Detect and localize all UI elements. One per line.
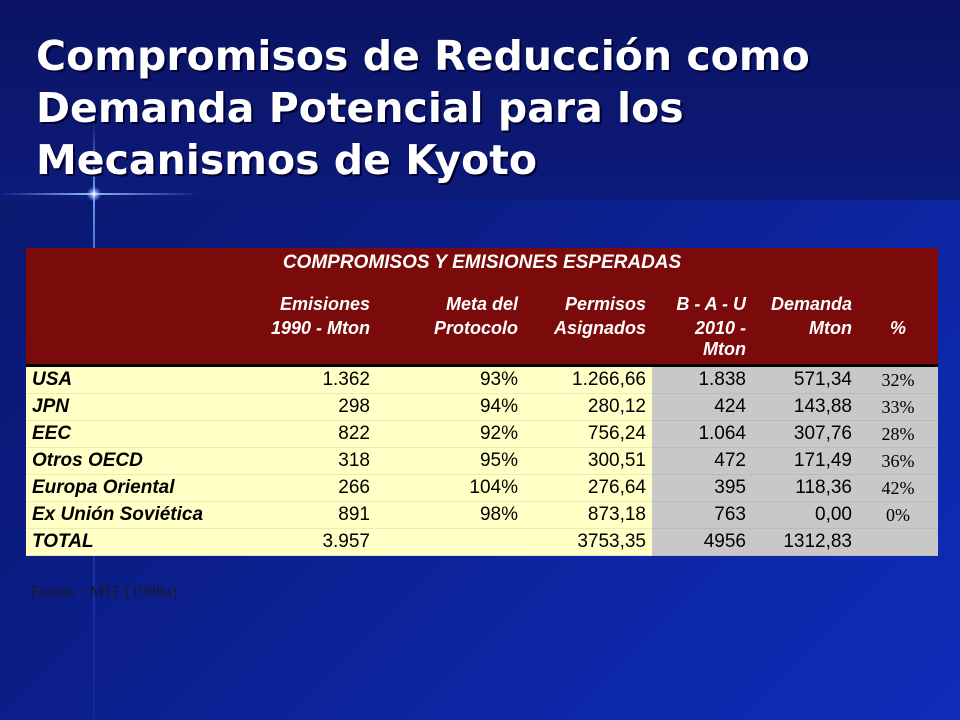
cell-permisos: 3753,35 bbox=[524, 528, 652, 556]
cell-demanda: 1312,83 bbox=[752, 528, 858, 556]
cell-permisos: 276,64 bbox=[524, 474, 652, 502]
row-name: JPN bbox=[26, 393, 234, 421]
source-note: Fuente : MIT (1998a) bbox=[30, 582, 178, 601]
cell-emisiones: 318 bbox=[234, 447, 376, 475]
cell-pct: 33% bbox=[858, 393, 939, 421]
title-line: Compromisos de Reducción como bbox=[36, 32, 810, 80]
table-caption-row: COMPROMISOS Y EMISIONES ESPERADAS bbox=[26, 248, 939, 294]
cell-meta: 104% bbox=[376, 474, 524, 502]
emissions-table: COMPROMISOS Y EMISIONES ESPERADAS Emisio… bbox=[26, 248, 939, 556]
header-meta: Meta del bbox=[376, 294, 524, 318]
cell-bau: 472 bbox=[652, 447, 752, 475]
cell-bau: 4956 bbox=[652, 528, 752, 556]
cell-emisiones: 3.957 bbox=[234, 528, 376, 556]
row-name: USA bbox=[26, 365, 234, 394]
table-row: USA 1.362 93% 1.266,66 1.838 571,34 32% bbox=[26, 365, 939, 394]
cell-meta: 93% bbox=[376, 365, 524, 394]
cell-pct: 32% bbox=[858, 365, 939, 394]
cell-pct: 0% bbox=[858, 501, 939, 529]
cell-emisiones: 298 bbox=[234, 393, 376, 421]
cell-demanda: 143,88 bbox=[752, 393, 858, 421]
table-row: Europa Oriental 266 104% 276,64 395 118,… bbox=[26, 474, 939, 502]
row-name: EEC bbox=[26, 420, 234, 448]
header-cell bbox=[858, 294, 939, 318]
header-meta-sub: Protocolo bbox=[376, 318, 524, 367]
row-name: Europa Oriental bbox=[26, 474, 234, 502]
cell-bau: 395 bbox=[652, 474, 752, 502]
table-caption: COMPROMISOS Y EMISIONES ESPERADAS bbox=[26, 248, 939, 294]
cell-demanda: 0,00 bbox=[752, 501, 858, 529]
cell-permisos: 756,24 bbox=[524, 420, 652, 448]
emissions-table-container: COMPROMISOS Y EMISIONES ESPERADAS Emisio… bbox=[26, 248, 939, 556]
cell-meta: 95% bbox=[376, 447, 524, 475]
cell-pct: 28% bbox=[858, 420, 939, 448]
cell-bau: 1.838 bbox=[652, 365, 752, 394]
cell-permisos: 280,12 bbox=[524, 393, 652, 421]
header-bau-sub: 2010 - Mton bbox=[652, 318, 752, 367]
cell-pct: 42% bbox=[858, 474, 939, 502]
cell-demanda: 118,36 bbox=[752, 474, 858, 502]
header-permisos-sub: Asignados bbox=[524, 318, 652, 367]
header-bau: B - A - U bbox=[652, 294, 752, 318]
title-line: Mecanismos de Kyoto bbox=[36, 136, 538, 184]
row-name: TOTAL bbox=[26, 528, 234, 556]
header-row-1: Emisiones Meta del Permisos B - A - U De… bbox=[26, 294, 939, 318]
cell-demanda: 171,49 bbox=[752, 447, 858, 475]
cell-bau: 424 bbox=[652, 393, 752, 421]
table-row: JPN 298 94% 280,12 424 143,88 33% bbox=[26, 393, 939, 421]
sparkle-star-icon bbox=[86, 187, 102, 201]
cell-emisiones: 822 bbox=[234, 420, 376, 448]
cell-emisiones: 266 bbox=[234, 474, 376, 502]
cell-bau: 1.064 bbox=[652, 420, 752, 448]
table-row: Ex Unión Soviética 891 98% 873,18 763 0,… bbox=[26, 501, 939, 529]
cell-pct: 36% bbox=[858, 447, 939, 475]
cell-emisiones: 891 bbox=[234, 501, 376, 529]
title-line: Demanda Potencial para los bbox=[36, 84, 684, 132]
cell-emisiones: 1.362 bbox=[234, 365, 376, 394]
header-emisiones-unit: 1990 - Mton bbox=[234, 318, 376, 367]
header-demanda-unit: Mton bbox=[752, 318, 858, 367]
title-band bbox=[0, 0, 960, 200]
slide-title: Compromisos de Reducción como Demanda Po… bbox=[36, 30, 916, 186]
cell-bau: 763 bbox=[652, 501, 752, 529]
row-name: Otros OECD bbox=[26, 447, 234, 475]
cell-permisos: 1.266,66 bbox=[524, 365, 652, 394]
header-cell bbox=[26, 294, 234, 318]
header-pct: % bbox=[858, 318, 939, 367]
header-cell bbox=[26, 318, 234, 367]
table-row: Otros OECD 318 95% 300,51 472 171,49 36% bbox=[26, 447, 939, 475]
cell-meta: 92% bbox=[376, 420, 524, 448]
cell-demanda: 307,76 bbox=[752, 420, 858, 448]
cell-meta bbox=[376, 528, 524, 556]
table-row: EEC 822 92% 756,24 1.064 307,76 28% bbox=[26, 420, 939, 448]
cell-meta: 94% bbox=[376, 393, 524, 421]
cell-demanda: 571,34 bbox=[752, 365, 858, 394]
header-row-2: 1990 - Mton Protocolo Asignados 2010 - M… bbox=[26, 318, 939, 367]
cell-permisos: 300,51 bbox=[524, 447, 652, 475]
header-permisos: Permisos bbox=[524, 294, 652, 318]
row-name: Ex Unión Soviética bbox=[26, 501, 234, 529]
header-emisiones: Emisiones bbox=[234, 294, 376, 318]
cell-permisos: 873,18 bbox=[524, 501, 652, 529]
table-row-total: TOTAL 3.957 3753,35 4956 1312,83 bbox=[26, 528, 939, 556]
cell-meta: 98% bbox=[376, 501, 524, 529]
header-demanda: Demanda bbox=[752, 294, 858, 318]
cell-pct bbox=[858, 528, 939, 556]
